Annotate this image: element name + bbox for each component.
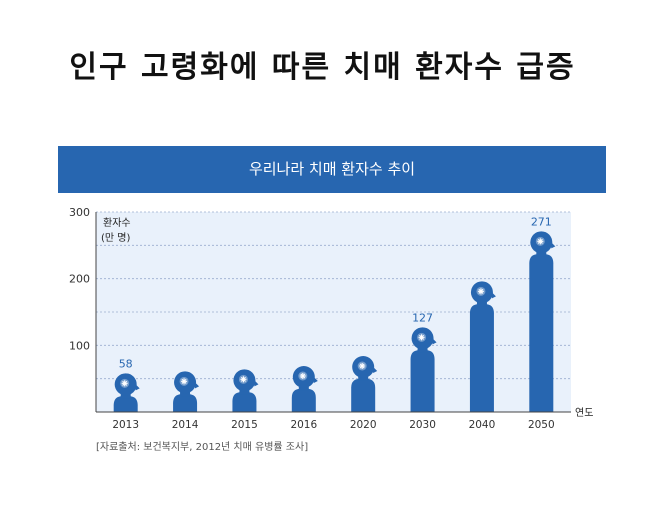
bar-head-spark <box>181 378 188 385</box>
bar <box>469 281 496 412</box>
bar-nose <box>312 376 318 383</box>
x-tick-label: 2030 <box>409 419 436 431</box>
x-tick-label: 2040 <box>469 419 496 431</box>
source-note: [자료출처: 보건복지부, 2012년 치매 유병률 조사] <box>96 442 309 453</box>
x-tick-label: 2013 <box>112 419 139 431</box>
bar: 127 <box>410 311 437 412</box>
bar: 271 <box>529 215 556 412</box>
bar-body <box>291 388 316 412</box>
bar-body <box>529 254 554 412</box>
bar-series: 58 127 271 <box>113 215 556 412</box>
bar <box>173 371 200 412</box>
bar-head-spark <box>537 238 544 245</box>
x-tick-label: 2050 <box>528 419 555 431</box>
bar-nose <box>134 383 140 391</box>
x-tick-label: 2015 <box>231 419 258 431</box>
bar: 58 <box>113 357 140 412</box>
chart-title-banner: 우리나라 치매 환자수 추이 <box>58 146 606 193</box>
y-axis-label-line1: 환자수 <box>103 217 131 229</box>
bar-nose <box>550 241 556 249</box>
x-tick-labels: 2013 2014 2015 2016 2020 2030 2040 2050 <box>112 419 554 431</box>
bar-value-label: 127 <box>412 311 433 324</box>
y-tick-label: 300 <box>69 206 90 219</box>
bar-value-label: 271 <box>531 215 552 228</box>
y-axis-label-line2: (만 명) <box>101 232 130 244</box>
bar-head-spark <box>359 363 366 369</box>
bar-body <box>113 396 138 412</box>
page-title: 인구 고령화에 따른 치매 환자수 급증 <box>69 50 576 85</box>
y-tick-label: 100 <box>69 339 90 352</box>
bar-body <box>173 394 198 412</box>
bar-body <box>469 304 494 412</box>
bar-body <box>232 392 257 412</box>
bar-body <box>410 350 435 412</box>
bar-nose <box>372 366 378 373</box>
x-tick-label: 2020 <box>350 419 377 431</box>
bar-body <box>351 378 376 412</box>
x-tick-label: 2014 <box>172 419 199 431</box>
bar <box>232 369 259 412</box>
grid-lines <box>96 211 571 380</box>
bar-head-spark <box>240 376 247 383</box>
bar-head-spark <box>477 288 484 295</box>
bar <box>291 366 318 412</box>
y-tick-label: 200 <box>69 273 90 286</box>
bar-nose <box>431 337 437 345</box>
bar-nose <box>194 381 200 389</box>
bar-head-spark <box>418 334 425 341</box>
bar-nose <box>253 379 259 387</box>
y-tick-labels: 100 200 300 <box>69 206 90 352</box>
x-tick-label: 2016 <box>290 419 317 431</box>
bar-head-spark <box>299 373 306 379</box>
bar <box>351 356 378 412</box>
bar-value-label: 58 <box>119 357 133 370</box>
x-axis-label: 연도 <box>575 407 593 419</box>
bar-head-spark <box>121 380 128 387</box>
bar-nose <box>490 291 496 299</box>
